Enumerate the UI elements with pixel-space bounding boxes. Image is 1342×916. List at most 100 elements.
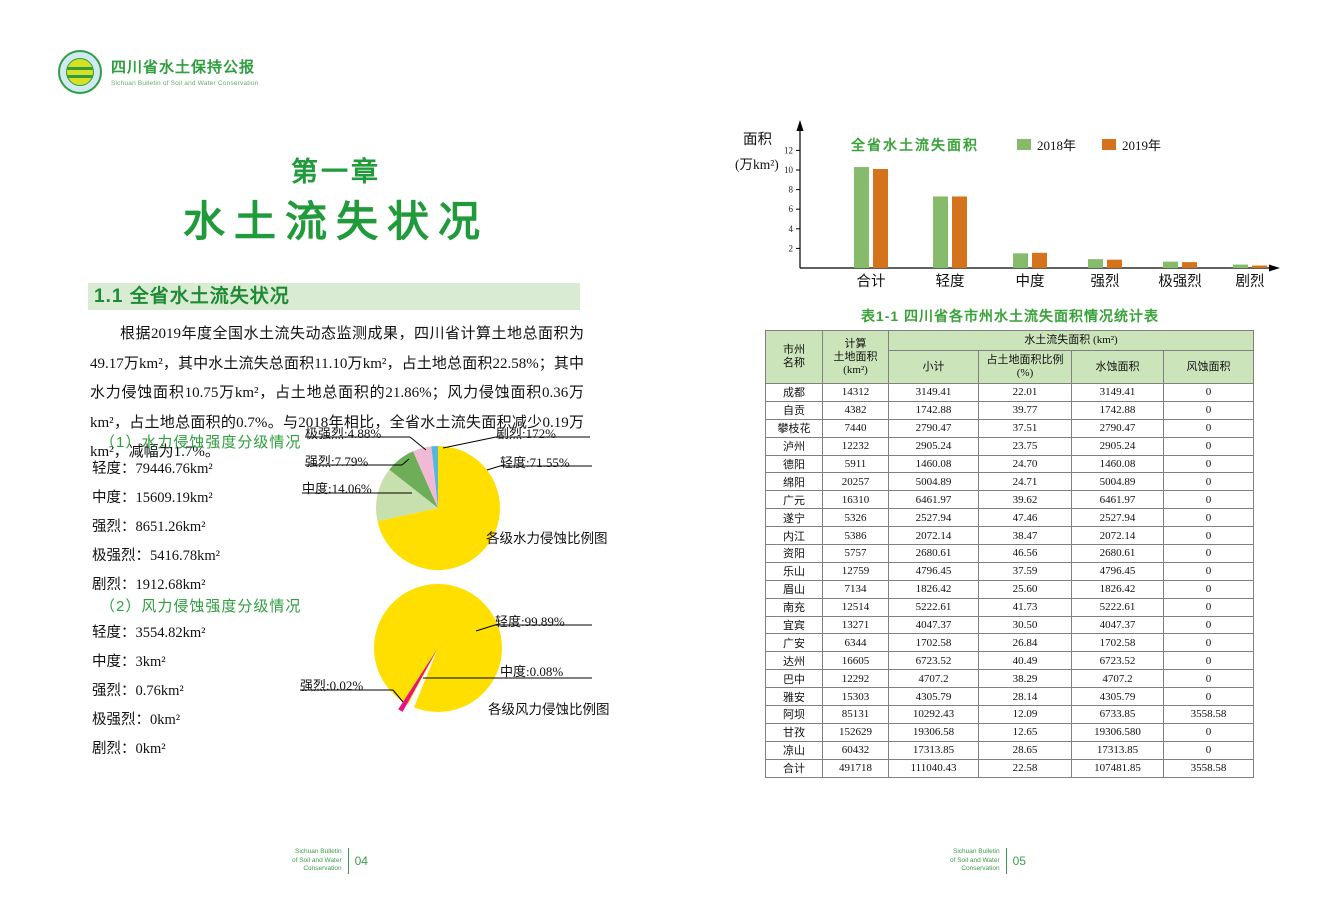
table-cell: 23.75 — [978, 436, 1072, 456]
legend-swatch-2019 — [1102, 139, 1117, 150]
table-cell: 37.59 — [978, 561, 1072, 581]
page-number: 04 — [354, 854, 368, 868]
y-axis-label-line2: (万km²) — [735, 157, 779, 172]
list-item: 剧烈：1912.68km² — [92, 577, 206, 593]
table-cell: 宜宾 — [765, 615, 823, 635]
table-cell: 37.51 — [978, 418, 1072, 438]
legend-swatch-2018 — [1017, 139, 1031, 150]
table-cell: 12292 — [822, 669, 889, 689]
table-row: 绵阳 20257 5004.89 24.71 5004.89 0 — [765, 472, 1254, 492]
svg-text:4: 4 — [789, 224, 794, 234]
pie-label-severe: 强烈:7.79% — [305, 454, 369, 469]
table-cell: 广元 — [765, 490, 823, 510]
svg-text:强烈: 强烈 — [1091, 273, 1120, 290]
table-cell: 22.01 — [978, 383, 1072, 402]
table-cell: 28.65 — [978, 740, 1072, 760]
table-cell: 1742.88 — [1071, 400, 1164, 420]
table-cell: 0 — [1163, 400, 1254, 420]
pie-label-extreme: 极强烈:4.88% — [305, 426, 382, 441]
table-cell: 4796.45 — [888, 561, 979, 581]
wind-erosion-heading: （2）风力侵蚀强度分级情况 — [100, 598, 302, 615]
table-cell: 85131 — [822, 705, 889, 724]
svg-text:中度: 中度 — [1016, 273, 1045, 290]
table-cell: 内江 — [765, 526, 823, 546]
table-cell: 阿坝 — [765, 705, 823, 724]
table-cell: 4047.37 — [1071, 615, 1164, 635]
list-item: 极强烈：5416.78km² — [92, 548, 221, 564]
water-pie-caption: 各级水力侵蚀比例图 — [486, 531, 608, 546]
svg-text:2: 2 — [789, 243, 794, 253]
footer-imprint: Sichuan Bulletin of Soil and Water Conse… — [292, 848, 342, 873]
right-page-footer: Sichuan Bulletin of Soil and Water Conse… — [950, 848, 1026, 874]
pie-label-moderate: 中度:14.06% — [302, 481, 372, 496]
table-row: 乐山 12759 4796.45 37.59 4796.45 0 — [765, 561, 1254, 581]
table-cell: 泸州 — [765, 436, 823, 456]
water-pie-svg — [302, 436, 592, 570]
table-cell: 5911 — [822, 454, 889, 474]
table-row: 甘孜 152629 19306.58 12.65 19306.580 0 — [765, 722, 1254, 742]
table-cell: 2072.14 — [1071, 526, 1164, 546]
table-cell: 17313.85 — [888, 740, 979, 760]
wind-pie-caption: 各级风力侵蚀比例图 — [488, 702, 610, 717]
list-item: 轻度：79446.76km² — [92, 461, 213, 477]
table-cell: 7134 — [822, 579, 889, 599]
col-header-group: 水土流失面积 (km²) — [888, 330, 1254, 351]
brand-header: 四川省水土保持公报 Sichuan Bulletin of Soil and W… — [58, 50, 259, 94]
table-cell: 26.84 — [978, 633, 1072, 653]
chapter-title: 水土流失状况 — [182, 200, 489, 246]
table-cell: 12.65 — [978, 722, 1072, 742]
col-header-subtotal: 小计 — [888, 350, 979, 384]
globe-icon — [66, 58, 94, 86]
table-cell: 5222.61 — [888, 597, 979, 617]
table-cell: 28.14 — [978, 687, 1072, 707]
table-cell: 4707.2 — [888, 669, 979, 689]
table-cell: 6723.52 — [1071, 651, 1164, 671]
table-cell: 4796.45 — [1071, 561, 1164, 581]
table-cell: 30.50 — [978, 615, 1072, 635]
table-cell: 6344 — [822, 633, 889, 653]
table-cell: 5386 — [822, 526, 889, 546]
table-row: 达州 16605 6723.52 40.49 6723.52 0 — [765, 651, 1254, 671]
table-cell: 南充 — [765, 597, 823, 617]
svg-text:6: 6 — [789, 204, 794, 214]
table-row: 自贡 4382 1742.88 39.77 1742.88 0 — [765, 400, 1254, 420]
table-cell: 38.47 — [978, 526, 1072, 546]
table-cell: 46.56 — [978, 544, 1072, 563]
list-item: 极强烈：0km² — [92, 712, 181, 728]
province-loss-bar-chart: 2 4 6 8 10 12 合计 轻度 中度 强烈 极强烈 剧烈 面积 (万km²) 全省水土流失面积… — [735, 115, 1283, 295]
brand-subtitle: Sichuan Bulletin of Soil and Water Conse… — [111, 80, 259, 87]
table-cell: 39.62 — [978, 490, 1072, 510]
table-cell: 22.58 — [978, 758, 1072, 778]
table-cell: 0 — [1163, 472, 1254, 492]
table-cell: 1702.58 — [1071, 633, 1164, 653]
svg-text:8: 8 — [789, 185, 794, 195]
table-cell: 12759 — [822, 561, 889, 581]
table-cell: 0 — [1163, 508, 1254, 528]
table-row: 阿坝 85131 10292.43 12.09 6733.85 3558.58 — [765, 705, 1254, 724]
water-erosion-heading: （1）水力侵蚀强度分级情况 — [100, 434, 302, 451]
table-cell: 巴中 — [765, 669, 823, 689]
table-row: 资阳 5757 2680.61 46.56 2680.61 0 — [765, 544, 1254, 563]
table-cell: 2790.47 — [1071, 418, 1164, 438]
svg-text:12: 12 — [784, 145, 793, 155]
table-cell: 19306.580 — [1071, 722, 1164, 742]
table-cell: 16310 — [822, 490, 889, 510]
soil-loss-stats-table: 市州 名称 计算 土地面积 (km²) 水土流失面积 (km²) 小计 占土地面… — [765, 330, 1254, 778]
table-cell: 0 — [1163, 579, 1254, 599]
table-cell: 6461.97 — [1071, 490, 1164, 510]
table-cell: 0 — [1163, 633, 1254, 653]
y-axis-label-line1: 面积 — [743, 132, 772, 148]
table-cell: 6733.85 — [1071, 705, 1164, 724]
intro-paragraph: 根据2019年度全国水土流失动态监测成果，四川省计算土地总面积为49.17万km… — [90, 326, 584, 460]
table-cell: 5757 — [822, 544, 889, 563]
table-cell: 17313.85 — [1071, 740, 1164, 760]
table-cell: 眉山 — [765, 579, 823, 599]
table-cell: 2527.94 — [1071, 508, 1164, 528]
table-cell: 乐山 — [765, 561, 823, 581]
table-cell: 0 — [1163, 740, 1254, 760]
table-cell: 1742.88 — [888, 400, 979, 420]
table-cell: 攀枝花 — [765, 418, 823, 438]
footer-divider — [1005, 848, 1007, 874]
wind-pie-svg — [300, 584, 592, 712]
